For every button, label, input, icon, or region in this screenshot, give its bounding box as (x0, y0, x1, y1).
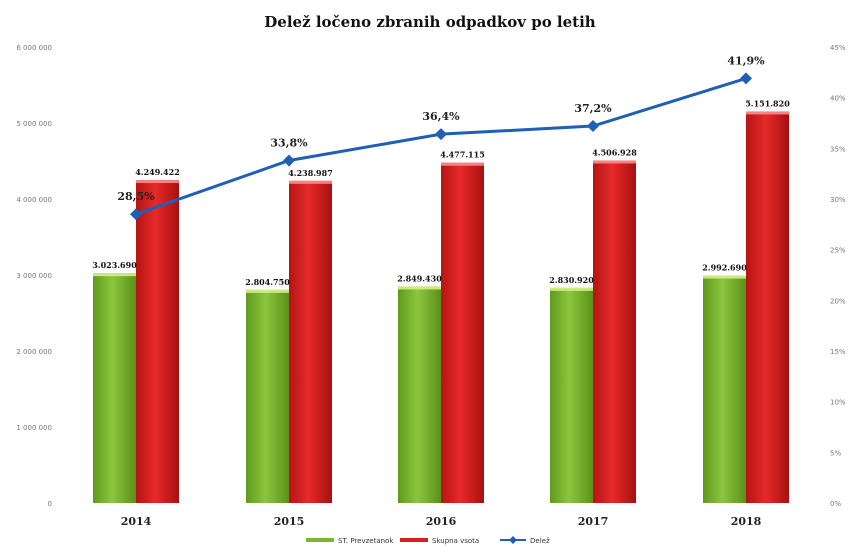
bar-cap (593, 160, 636, 164)
share-data-label: 41,9% (727, 54, 765, 67)
share-point-2015 (283, 154, 295, 167)
bar-cap (703, 275, 746, 279)
bar-cap (246, 289, 289, 293)
bar-data-label: 2.804.750 (245, 277, 290, 287)
y2-tick-label: 20% (830, 297, 846, 305)
y-tick-label: 2 000 000 (16, 348, 52, 356)
bar-series-2-2014 (136, 180, 179, 503)
y2-tick-label: 0% (830, 500, 841, 508)
share-point-2016 (435, 128, 447, 141)
bar-cap (441, 162, 484, 166)
y2-tick-label: 30% (830, 196, 846, 204)
bar-cap (550, 287, 593, 291)
bar-series (93, 111, 789, 504)
y2-tick-label: 5% (830, 449, 841, 457)
x-axis: 2014 2015 2016 2017 2018 (121, 515, 762, 528)
y2-tick-label: 35% (830, 145, 846, 153)
y-tick-label: 3 000 000 (16, 272, 52, 280)
share-data-label: 33,8% (270, 136, 308, 149)
bar-data-label: 3.023.690 (92, 260, 137, 270)
legend-label-series-3: Delež (530, 537, 550, 545)
bar-series-2-2015 (289, 180, 332, 504)
legend: ST. Prevzetanok Skupna vsota Delež (306, 536, 550, 545)
share-data-label: 28,5% (117, 190, 155, 203)
bar-data-label: 2.992.690 (702, 263, 747, 273)
bar-data-label: 4.506.928 (592, 147, 637, 157)
bar-series-2-2016 (441, 162, 484, 503)
x-tick-label: 2014 (121, 515, 152, 528)
share-data-label: 37,2% (574, 102, 612, 115)
bar-series-1-2014 (93, 273, 136, 503)
y2-tick-label: 40% (830, 95, 846, 103)
bar-cap (289, 180, 332, 184)
y2-tick-label: 15% (830, 348, 846, 356)
share-line-series: 28,5% 33,8% 36,4% 37,2% 41,9% (117, 54, 765, 221)
y-tick-label: 6 000 000 (16, 44, 52, 52)
bar-series-1-2017 (550, 287, 593, 503)
bar-cap (746, 111, 789, 115)
y-tick-label: 4 000 000 (16, 196, 52, 204)
x-tick-label: 2015 (274, 515, 305, 528)
bar-data-label: 2.830.920 (549, 275, 594, 285)
x-tick-label: 2016 (426, 515, 457, 528)
y2-tick-label: 45% (830, 44, 846, 52)
bar-data-label: 4.477.115 (440, 150, 485, 160)
secondary-y-axis: 0% 5% 10% 15% 20% 25% 30% 35% 40% 45% (830, 44, 846, 508)
y2-tick-label: 10% (830, 399, 846, 407)
bar-cap (93, 273, 136, 277)
bar-series-1-2015 (246, 289, 289, 503)
share-point-2014 (130, 208, 142, 221)
bar-data-label: 4.238.987 (288, 168, 333, 178)
bar-data-label: 5.151.820 (745, 98, 790, 108)
y-tick-label: 0 (48, 500, 52, 508)
share-point-2017 (587, 120, 599, 133)
bar-cap (398, 286, 441, 290)
bar-cap (136, 180, 179, 184)
share-data-label: 36,4% (422, 110, 460, 123)
legend-label-series-2: Skupna vsota (432, 537, 479, 545)
bar-series-2-2017 (593, 160, 636, 504)
bar-series-1-2018 (703, 275, 746, 503)
legend-swatch-series-2 (400, 538, 428, 542)
chart-title: Delež ločeno zbranih odpadkov po letih (264, 13, 596, 31)
legend-swatch-series-1 (306, 538, 334, 542)
y2-tick-label: 25% (830, 247, 846, 255)
bar-data-label: 4.249.422 (135, 167, 180, 177)
y-tick-label: 1 000 000 (16, 424, 52, 432)
legend-marker-series-3 (509, 536, 517, 544)
bar-data-label: 2.849.430 (397, 273, 442, 283)
legend-label-series-1: ST. Prevzetanok (338, 537, 394, 545)
x-tick-label: 2018 (731, 515, 762, 528)
bar-series-1-2016 (398, 286, 441, 503)
y-axis: 0 1 000 000 2 000 000 3 000 000 4 000 000 5 0… (16, 44, 52, 508)
share-point-2018 (740, 72, 752, 85)
y-tick-label: 5 000 000 (16, 120, 52, 128)
bar-series-2-2018 (746, 111, 789, 504)
bar-data-labels: 3.023.690 2.804.750 2.849.430 2.830.920 2.99… (92, 98, 790, 286)
x-tick-label: 2017 (578, 515, 609, 528)
